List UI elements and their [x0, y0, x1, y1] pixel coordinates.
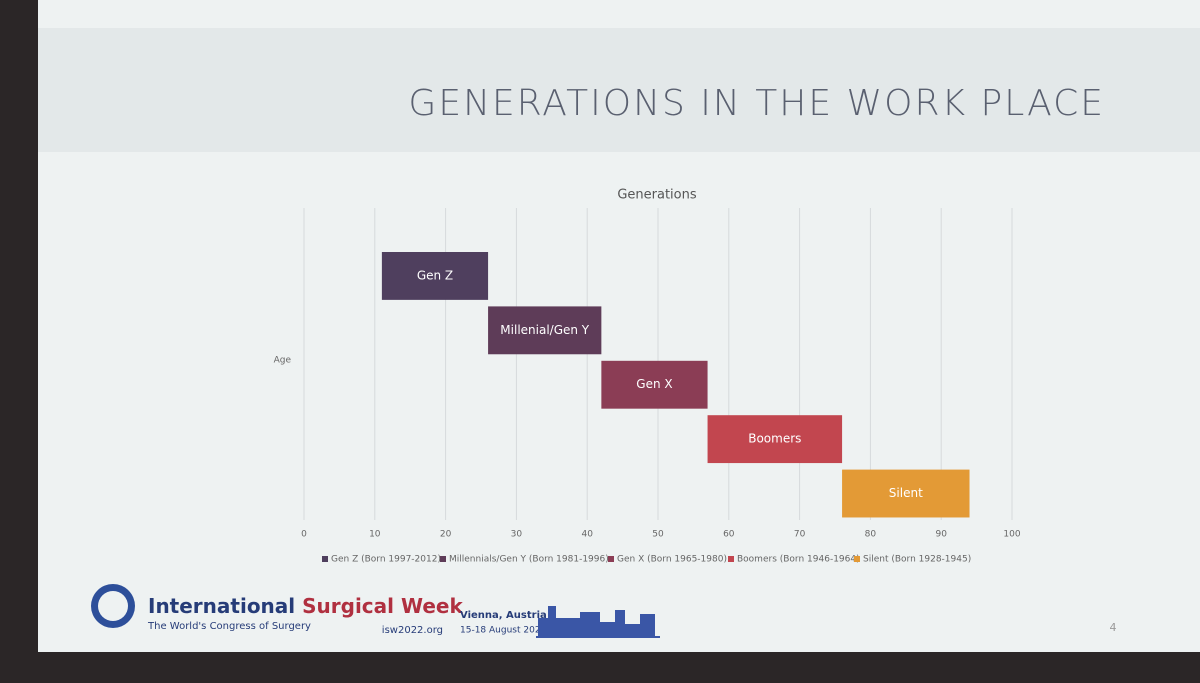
x-tick-label: 80	[865, 530, 877, 540]
bar	[381, 252, 489, 300]
x-tick-label: 90	[935, 530, 947, 540]
legend-label: Boomers (Born 1946-1964)	[737, 555, 860, 565]
footer-name: International Surgical Week	[148, 594, 463, 618]
x-tick-label: 20	[440, 530, 452, 540]
legend-swatch	[440, 556, 446, 562]
logo-inner	[98, 591, 128, 621]
bar-label: Millenial/Gen Y	[500, 323, 590, 337]
bar	[842, 469, 970, 518]
x-tick-label: 70	[794, 530, 806, 540]
legend-swatch	[608, 556, 614, 562]
bar-label: Silent	[889, 486, 923, 500]
footer-tagline: The World's Congress of Surgery	[147, 621, 311, 632]
bar-label: Gen X	[636, 377, 672, 391]
footer-name-part: Surgical Week	[302, 594, 463, 618]
footer-dates: 15-18 August 2022	[460, 626, 546, 636]
legend-swatch	[322, 556, 328, 562]
footer-name-part: International	[148, 594, 295, 618]
x-tick-label: 60	[723, 530, 735, 540]
legend-label: Gen X (Born 1965-1980)	[617, 555, 727, 565]
legend-swatch	[854, 556, 860, 562]
legend-label: Silent (Born 1928-1945)	[863, 555, 971, 565]
bar	[601, 360, 708, 409]
y-axis-label: Age	[274, 356, 292, 366]
legend-label: Millennials/Gen Y (Born 1981-1996)	[449, 555, 609, 565]
bar	[707, 415, 843, 464]
title-band	[38, 28, 1200, 152]
footer-location: Vienna, Austria	[460, 610, 547, 621]
x-tick-label: 50	[652, 530, 664, 540]
bar-label: Boomers	[748, 432, 801, 446]
bar-label: Gen Z	[417, 268, 453, 282]
x-tick-label: 100	[1003, 530, 1020, 540]
skyline	[538, 606, 655, 636]
x-tick-label: 30	[511, 530, 523, 540]
page-number: 4	[1110, 621, 1117, 634]
chart-title: Generations	[617, 188, 697, 203]
footer-url: isw2022.org	[382, 625, 443, 636]
slide-title: GENERATIONS IN THE WORK PLACE	[408, 83, 1105, 124]
x-tick-label: 40	[581, 530, 593, 540]
legend-label: Gen Z (Born 1997-2012)	[331, 555, 441, 565]
bar	[488, 306, 602, 355]
x-tick-label: 0	[301, 530, 307, 540]
legend-swatch	[728, 556, 734, 562]
footer: International Surgical Week The World's …	[91, 584, 1117, 638]
x-tick-label: 10	[369, 530, 381, 540]
